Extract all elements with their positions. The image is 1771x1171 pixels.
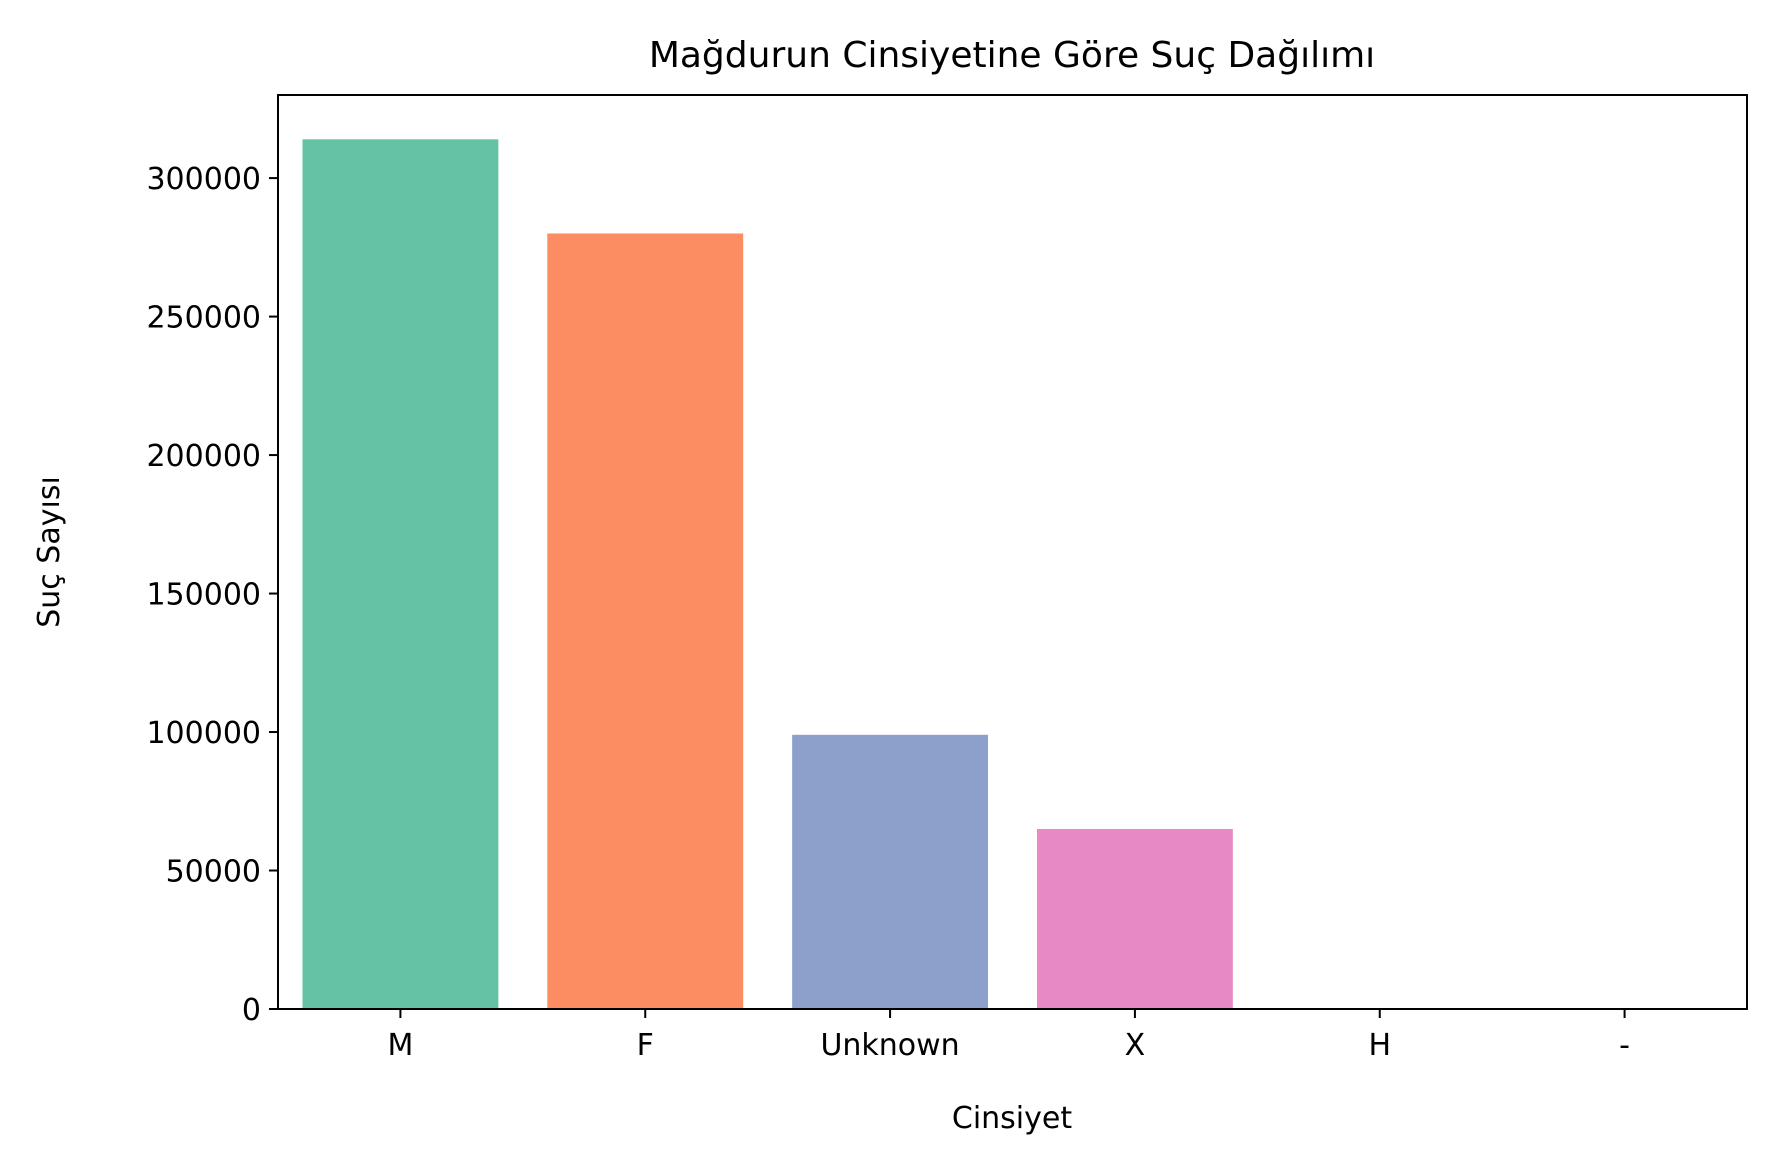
bar-m xyxy=(302,139,498,1009)
y-axis: 0 50000 100000 150000 200000 250000 300000 xyxy=(146,162,278,1028)
y-tick-label: 200000 xyxy=(146,439,261,474)
x-tick-label: F xyxy=(637,1028,654,1063)
x-tick-label: H xyxy=(1368,1028,1391,1063)
y-tick-label: 100000 xyxy=(146,716,261,751)
bars-group xyxy=(302,139,1722,1009)
y-tick-label: 0 xyxy=(242,993,261,1028)
x-tick-label: X xyxy=(1125,1028,1146,1063)
y-axis-label: Suç Sayısı xyxy=(32,476,67,628)
y-tick-label: 150000 xyxy=(146,578,261,613)
bar-f xyxy=(547,233,743,1009)
bar-unknown xyxy=(792,735,988,1009)
x-tick-label: Unknown xyxy=(820,1028,959,1063)
x-axis: M F Unknown X H - xyxy=(387,1009,1630,1063)
y-tick-label: 250000 xyxy=(146,301,261,336)
x-tick-label: M xyxy=(387,1028,413,1063)
bar-x xyxy=(1037,829,1233,1009)
chart-title: Mağdurun Cinsiyetine Göre Suç Dağılımı xyxy=(649,35,1375,76)
y-tick-label: 300000 xyxy=(146,162,261,197)
y-tick-label: 50000 xyxy=(166,855,261,890)
x-tick-label: - xyxy=(1619,1028,1630,1063)
x-axis-label: Cinsiyet xyxy=(952,1101,1072,1136)
